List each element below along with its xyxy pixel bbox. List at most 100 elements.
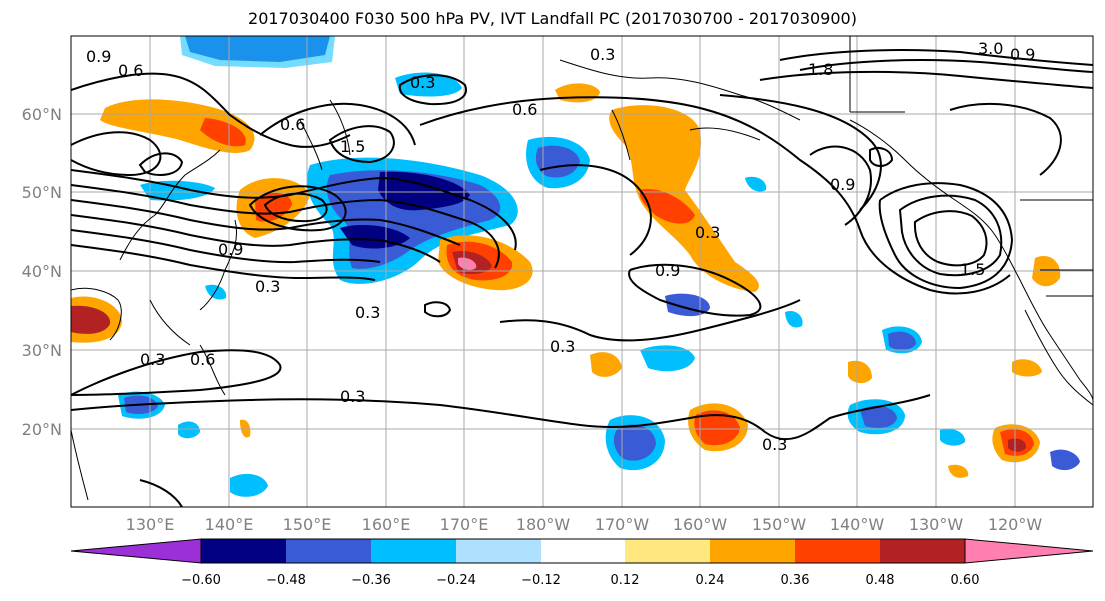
colorbar-segment	[371, 539, 456, 563]
shade-darkred-123w	[1008, 438, 1027, 452]
contour-30-lo	[799, 59, 1093, 73]
colorbar-tick-label: 0.24	[695, 573, 725, 588]
contour-ne-small	[869, 147, 894, 167]
contour-label: 0.3	[550, 337, 575, 356]
colorbar-tick-label: −0.60	[181, 573, 221, 588]
contour-label: 0.6	[190, 350, 215, 369]
lon-label: 170°E	[439, 515, 489, 534]
shade-blue-nc	[535, 145, 580, 178]
contour-label: 0.3	[410, 73, 435, 92]
lon-label: 150°W	[751, 515, 807, 534]
colorbar-tick-label: 0.48	[865, 573, 895, 588]
colorbar-tick-label: −0.12	[521, 573, 561, 588]
shade-blue-117w	[1050, 449, 1080, 471]
contour-06-south	[71, 349, 282, 396]
contour-label: 0.9	[1010, 45, 1035, 64]
map-border	[70, 35, 1094, 508]
lon-label: 160°W	[672, 515, 728, 534]
lon-label: 150°E	[282, 515, 332, 534]
shade-lightblue-small1	[230, 473, 268, 497]
lat-label: 60°N	[21, 105, 62, 124]
contour-21-lo	[913, 210, 988, 267]
border-1	[849, 36, 1093, 297]
contour-label: 0.3	[590, 45, 615, 64]
contour-label-group: 0.9 0.6 0.3 0.3 0.6 1.8 3.0 0.6 1.5 0.9 …	[86, 39, 1035, 454]
colorbar	[70, 538, 1094, 564]
shade-orange-small3	[848, 360, 872, 384]
contour-09-east	[809, 145, 872, 226]
contour-03-mid	[499, 299, 801, 342]
contour-jet-5	[71, 229, 381, 264]
shade-lightblue-small7	[940, 428, 966, 446]
colorbar-segment	[541, 539, 625, 563]
contour-jet-6	[71, 244, 376, 281]
colorbar-segment	[710, 539, 795, 563]
contour-03-1	[139, 479, 183, 507]
shade-blue-140w	[860, 405, 897, 428]
contour-jet-4	[71, 214, 441, 263]
lon-label: 120°W	[987, 515, 1043, 534]
lat-label: 40°N	[21, 262, 62, 281]
contour-label: 1.5	[960, 260, 985, 279]
contour-nw-1	[71, 72, 351, 148]
contour-18-lo	[898, 194, 1003, 277]
lat-label: 20°N	[21, 420, 62, 439]
colorbar-segment	[286, 539, 371, 563]
colorbar-extend-high	[964, 538, 1094, 564]
contour-nw-3	[328, 125, 395, 164]
shade-red-nw	[200, 118, 246, 147]
lon-label: 140°W	[829, 515, 885, 534]
colorbar-tick-label: −0.48	[266, 573, 306, 588]
graticule	[71, 36, 1093, 507]
shade-lightblue-small4	[745, 176, 767, 192]
colorbar-tick-label: 0.60	[950, 573, 980, 588]
contour-jet-2	[71, 184, 500, 269]
shade-lightblue-small3	[785, 310, 803, 328]
lon-label: 140°E	[204, 515, 254, 534]
lon-label: 130°E	[125, 515, 175, 534]
coastlines	[71, 36, 1093, 501]
contour-jet-1	[71, 169, 517, 251]
contour-ring-2	[263, 192, 328, 223]
contour-label: 0.9	[218, 240, 243, 259]
contour-label: 0.6	[280, 115, 305, 134]
shade-lightblue-st1	[640, 345, 695, 372]
contour-label: 0.3	[762, 435, 787, 454]
coast-alaska	[559, 59, 801, 161]
contour-06-center	[419, 96, 1011, 295]
contour-label: 0.6	[512, 100, 537, 119]
colorbar-extend-low	[70, 538, 202, 564]
contour-27-lo	[779, 49, 1093, 66]
colorbar-tick-label: −0.36	[351, 573, 391, 588]
contour-08	[539, 164, 652, 256]
shade-orange-band	[609, 105, 759, 293]
shade-orange-small6	[1012, 359, 1042, 377]
contour-label: 0.3	[140, 350, 165, 369]
shade-blue-st2	[613, 424, 656, 461]
colorbar-segment	[625, 539, 710, 563]
contour-label: 0.6	[118, 61, 143, 80]
contour-03-small	[424, 301, 452, 318]
contour-03-nw	[398, 74, 467, 106]
shade-pink-170e	[458, 257, 477, 271]
shade-navy-trough	[340, 171, 470, 249]
colorbar-segment	[795, 539, 880, 563]
coast-bc	[849, 119, 1093, 401]
colorbar-tick-label: −0.24	[436, 573, 476, 588]
figure-title: 2017030400 F030 500 hPa PV, IVT Landfall…	[248, 9, 857, 28]
lon-label: 160°E	[361, 515, 411, 534]
contour-ne-2	[949, 102, 1062, 176]
shade-red-band	[639, 189, 695, 224]
shade-darkred-w	[71, 305, 111, 334]
coast-baja	[1024, 309, 1093, 406]
lon-label: 130°W	[908, 515, 964, 534]
colorbar-tick-label: 0.36	[780, 573, 810, 588]
contour-label: 3.0	[978, 39, 1003, 58]
contour-label: 0.9	[655, 261, 680, 280]
contour-label: 0.3	[355, 303, 380, 322]
contour-24-lo	[759, 70, 1093, 89]
lat-label: 30°N	[21, 341, 62, 360]
contour-label: 0.3	[695, 223, 720, 242]
shade-orange-small5	[948, 464, 969, 478]
